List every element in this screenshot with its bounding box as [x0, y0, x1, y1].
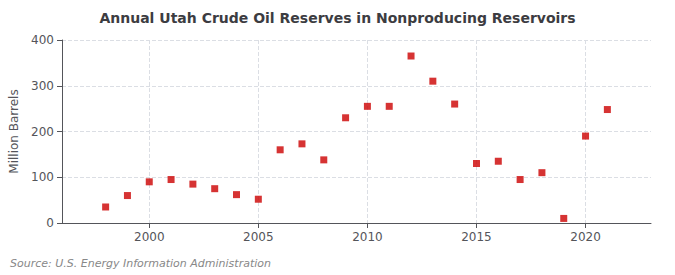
- svg-text:2020: 2020: [570, 230, 601, 244]
- svg-text:0: 0: [46, 216, 54, 230]
- svg-text:Million Barrels: Million Barrels: [7, 89, 21, 173]
- svg-text:300: 300: [31, 79, 54, 93]
- svg-text:200: 200: [31, 125, 54, 139]
- svg-text:Annual Utah Crude Oil Reserves: Annual Utah Crude Oil Reserves in Nonpro…: [99, 10, 575, 26]
- svg-text:400: 400: [31, 33, 54, 47]
- svg-text:2000: 2000: [134, 230, 165, 244]
- svg-text:2010: 2010: [352, 230, 383, 244]
- svg-text:Source: U.S. Energy Informatio: Source: U.S. Energy Information Administ…: [10, 257, 271, 270]
- svg-text:100: 100: [31, 170, 54, 184]
- svg-text:2005: 2005: [243, 230, 274, 244]
- svg-text:2015: 2015: [461, 230, 492, 244]
